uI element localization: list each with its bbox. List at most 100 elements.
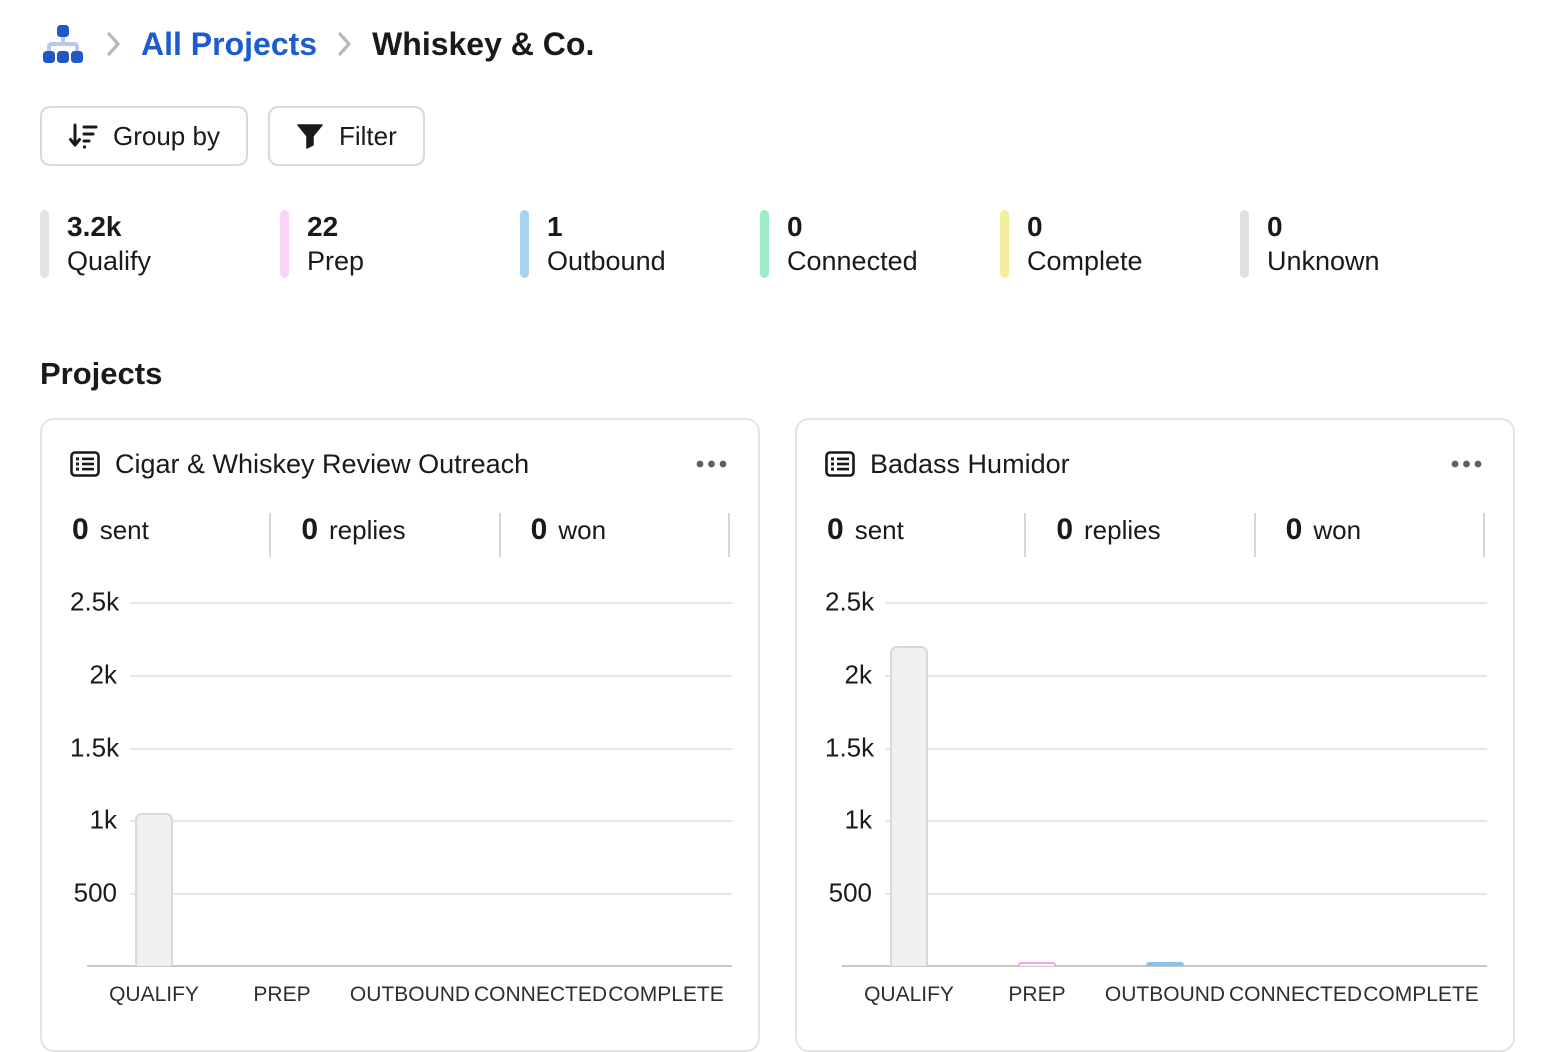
stat-value: 1 [547, 210, 563, 242]
stat-label: Complete [1027, 245, 1143, 276]
y-axis-tick-label: 2k [844, 659, 872, 690]
gridline [885, 674, 1487, 677]
filter-label: Filter [338, 120, 397, 151]
summary-stat-complete: 0 Complete [1000, 208, 1240, 280]
stat-text: 1 Outbound [547, 208, 666, 280]
x-axis-label-connected: CONNECTED [474, 983, 608, 1006]
ellipsis-menu-button[interactable] [694, 454, 730, 474]
stat-text: 3.2k Qualify [67, 208, 151, 280]
gridline [130, 893, 732, 896]
y-axis-tick-label: 2.5k [70, 586, 120, 617]
chevron-right-icon [106, 31, 121, 57]
summary-stat-prep: 22 Prep [280, 208, 520, 280]
y-axis-tick-label: 2k [89, 659, 117, 690]
breadcrumb: All Projects Whiskey & Co. [40, 20, 1516, 68]
stat-value: 22 [307, 210, 339, 242]
card-stat-label: sent [854, 515, 904, 545]
card-stat-label: replies [1084, 515, 1161, 545]
summary-stat-unknown: 0 Unknown [1240, 208, 1480, 280]
card-stat-value: 0 [530, 513, 548, 546]
gridline [130, 820, 732, 823]
card-stats: 0 sent 0 replies 0 won [825, 510, 1485, 560]
stat-text: 0 Connected [787, 208, 918, 280]
filter-button[interactable]: Filter [267, 106, 425, 166]
x-axis-line [842, 965, 1487, 967]
summary-stat-outbound: 1 Outbound [520, 208, 760, 280]
breadcrumb-current-page: Whiskey & Co. [372, 25, 595, 62]
card-stat-label: won [1313, 515, 1362, 545]
list-icon [825, 451, 855, 477]
x-axis-label-prep: PREP [253, 983, 311, 1006]
card-stat-label: replies [329, 515, 406, 545]
group-by-label: Group by [113, 120, 220, 151]
group-by-button[interactable]: Group by [40, 106, 248, 166]
card-stat-value: 0 [1285, 513, 1303, 546]
card-header: Badass Humidor [825, 446, 1485, 482]
card-stats: 0 sent 0 replies 0 won [70, 510, 730, 560]
gridline [885, 820, 1487, 823]
bar-qualify [135, 813, 173, 966]
x-axis-line [87, 965, 732, 967]
gridline [885, 747, 1487, 750]
sitemap-icon[interactable] [40, 21, 86, 67]
project-title[interactable]: Badass Humidor [870, 448, 1070, 479]
y-axis-tick-label: 1k [89, 804, 117, 835]
card-header: Cigar & Whiskey Review Outreach [70, 446, 730, 482]
breadcrumb-link-all-projects[interactable]: All Projects [141, 25, 318, 62]
gridline [130, 674, 732, 677]
list-icon [70, 451, 100, 477]
stat-text: 22 Prep [307, 208, 364, 280]
project-card: Badass Humidor 0 sent 0 replies 0 won 500 1k 1.… [795, 418, 1515, 1052]
y-axis-tick-label: 1.5k [70, 732, 120, 763]
card-stat-value: 0 [1056, 513, 1074, 546]
x-axis-label-outbound: OUTBOUND [1104, 983, 1226, 1006]
stat-color-bar [280, 210, 289, 278]
card-stat-replies: 0 replies [1026, 513, 1256, 557]
project-card: Cigar & Whiskey Review Outreach 0 sent 0 re… [40, 418, 760, 1052]
y-axis-tick-label: 2.5k [825, 586, 875, 617]
y-axis-tick-label: 500 [828, 877, 872, 908]
summary-stat-qualify: 3.2k Qualify [40, 208, 280, 280]
stat-label: Connected [787, 245, 918, 276]
stat-text: 0 Complete [1027, 208, 1143, 280]
bar-prep [1018, 962, 1056, 966]
stat-color-bar [1240, 210, 1249, 278]
y-axis-tick-label: 1.5k [825, 732, 875, 763]
gridline [130, 602, 732, 604]
project-cards: Cigar & Whiskey Review Outreach 0 sent 0 re… [40, 418, 1516, 1052]
bar-chart: 500 1k 1.5k 2k 2.5k QUALIFY PREP OUTBOUND CONNEC… [70, 587, 734, 1006]
card-stat-won: 0 won [501, 513, 730, 557]
toolbar: Group by Filter [40, 106, 1516, 166]
gridline [885, 893, 1487, 896]
stat-color-bar [760, 210, 769, 278]
stat-label: Prep [307, 245, 365, 276]
summary-stat-connected: 0 Connected [760, 208, 1000, 280]
bar-outbound [1146, 962, 1184, 966]
x-axis-label-prep: PREP [1008, 983, 1066, 1006]
chevron-right-icon [337, 31, 352, 57]
card-stat-label: won [558, 515, 607, 545]
x-axis-label-complete: COMPLETE [1363, 983, 1479, 1006]
gridline [130, 747, 732, 750]
gridline [885, 602, 1487, 604]
bar-chart: 500 1k 1.5k 2k 2.5k QUALIFY PREP OUTBOUND CONNEC… [825, 587, 1489, 1006]
project-title[interactable]: Cigar & Whiskey Review Outreach [115, 448, 530, 479]
stat-label: Qualify [67, 245, 152, 276]
ellipsis-menu-button[interactable] [1449, 454, 1485, 474]
stat-value: 0 [1267, 210, 1283, 242]
card-stat-value: 0 [827, 513, 844, 546]
stat-value: 3.2k [67, 210, 122, 242]
stat-color-bar [1000, 210, 1009, 278]
stat-label: Outbound [547, 245, 666, 276]
stat-text: 0 Unknown [1267, 208, 1380, 280]
funnel-icon [296, 123, 324, 149]
card-stat-won: 0 won [1256, 513, 1485, 557]
projects-section-title: Projects [40, 356, 163, 391]
card-stat-value: 0 [301, 513, 319, 546]
x-axis-label-qualify: QUALIFY [109, 983, 199, 1006]
card-stat-label: sent [99, 515, 149, 545]
stat-value: 0 [787, 210, 803, 242]
x-axis-label-complete: COMPLETE [608, 983, 724, 1006]
y-axis-tick-label: 500 [73, 877, 117, 908]
